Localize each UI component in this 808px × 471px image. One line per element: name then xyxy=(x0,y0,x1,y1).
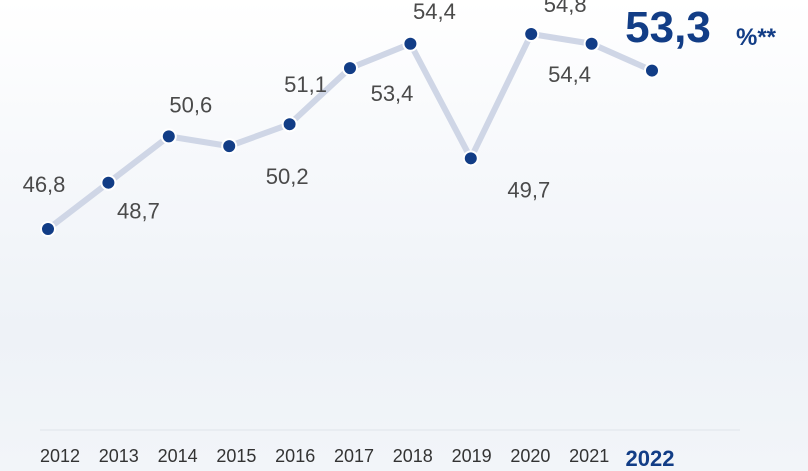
data-point-2018 xyxy=(402,35,419,52)
x-tick-label-2013: 2013 xyxy=(99,446,139,466)
x-tick-label-2022: 2022 xyxy=(626,446,675,471)
data-points xyxy=(40,26,660,237)
data-point-2014 xyxy=(160,128,177,145)
x-tick-label-2015: 2015 xyxy=(216,446,256,466)
data-point-2019 xyxy=(462,150,479,167)
value-label-2017: 53,4 xyxy=(371,81,414,106)
data-point-2022 xyxy=(644,62,660,79)
x-axis-tick-labels: 2012 2013 2014 2015 2016 2017 2018 2019 2020 2021… xyxy=(40,446,675,471)
value-label-2020: 54,8 xyxy=(544,0,587,17)
data-point-2017 xyxy=(342,60,358,77)
x-tick-label-2014: 2014 xyxy=(158,446,198,466)
value-label-2019: 49,7 xyxy=(507,177,550,202)
data-point-2012 xyxy=(40,221,56,237)
x-tick-label-2017: 2017 xyxy=(334,446,374,466)
x-tick-label-2012: 2012 xyxy=(40,446,80,466)
value-label-2012: 46,8 xyxy=(23,172,66,197)
value-label-2015: 50,2 xyxy=(266,164,309,189)
value-label-2021: 54,4 xyxy=(548,62,591,87)
data-point-2016 xyxy=(281,116,298,133)
x-tick-label-2018: 2018 xyxy=(393,446,433,466)
x-tick-label-2019: 2019 xyxy=(452,446,492,466)
data-point-2013 xyxy=(100,174,117,191)
data-point-2021 xyxy=(583,35,600,52)
highlight-unit: %** xyxy=(736,24,777,51)
x-tick-label-2021: 2021 xyxy=(569,446,609,466)
value-label-2014: 50,6 xyxy=(169,92,212,117)
value-label-2016: 51,1 xyxy=(284,72,327,97)
value-labels: 46,8 48,7 50,6 50,2 51,1 53,4 54,4 49,7 54,8 54,4 xyxy=(23,0,591,224)
x-tick-label-2020: 2020 xyxy=(510,446,550,466)
value-label-2018: 54,4 xyxy=(413,0,456,24)
x-tick-label-2016: 2016 xyxy=(275,446,315,466)
highlight-value: 53,3 xyxy=(625,3,711,52)
value-label-2013: 48,7 xyxy=(117,199,160,224)
data-point-2015 xyxy=(221,138,238,155)
data-point-2020 xyxy=(523,26,540,42)
